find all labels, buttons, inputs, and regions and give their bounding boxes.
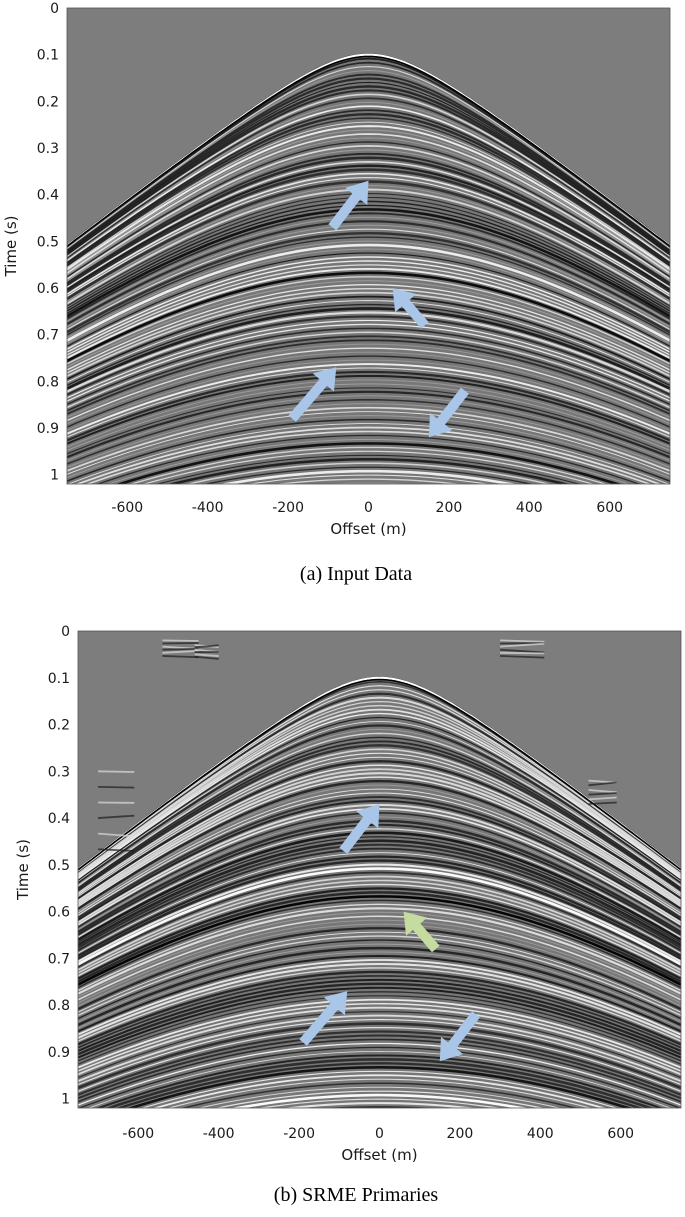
y-tick-label: 0.4 [48, 811, 70, 827]
artifact-streak [98, 771, 134, 772]
y-tick-label: 0.1 [48, 671, 70, 687]
y-tick-label: 0.3 [37, 141, 59, 157]
y-tick-label: 1 [61, 1092, 70, 1108]
seismic-image [67, 8, 670, 537]
artifact-streak [98, 787, 134, 788]
y-tick-label: 0.6 [48, 905, 70, 921]
x-tick-label: 200 [436, 500, 463, 516]
x-tick-label: 200 [447, 1126, 474, 1142]
x-tick-label: -200 [283, 1126, 315, 1142]
y-tick-label: 0.2 [37, 94, 59, 110]
panel-caption: (b) SRME Primaries [274, 1184, 439, 1206]
artifact-streak [162, 640, 198, 641]
y-tick-label: 0 [50, 1, 59, 17]
y-tick-label: 0.9 [37, 421, 59, 437]
panel-srme-primaries: -600 -400 -200 0 200 400 600 0 0.1 0.2 0.3 0.4 0.5 0.… [14, 624, 681, 1206]
artifact-streak [162, 643, 198, 644]
artifact-streak [500, 653, 544, 654]
y-tick-label: 0.5 [48, 858, 70, 874]
y-axis-title: Time (s) [14, 839, 32, 901]
y-tick-label: 0.9 [48, 1045, 70, 1061]
y-tick-label: 1 [50, 468, 59, 484]
y-tick-label: 0.5 [37, 234, 59, 250]
x-tick-label: 400 [516, 500, 543, 516]
y-tick-label: 0.6 [37, 281, 59, 297]
x-tick-label: -600 [111, 500, 143, 516]
y-tick-label: 0.2 [48, 718, 70, 734]
x-tick-label: 400 [527, 1126, 554, 1142]
panel-caption: (a) Input Data [300, 563, 412, 585]
x-tick-label: 0 [364, 500, 373, 516]
panel-input-data: -600 -400 -200 0 200 400 600 0 0.1 0.2 0.3 0.4 0.5 0.… [2, 1, 670, 585]
x-tick-label: -400 [203, 1126, 235, 1142]
x-tick-label: -200 [272, 500, 304, 516]
y-tick-label: 0.1 [37, 48, 59, 64]
y-axis-title: Time (s) [2, 216, 20, 278]
y-tick-label: 0.8 [48, 998, 70, 1014]
y-tick-label: 0.8 [37, 374, 59, 390]
y-tick-label: 0.3 [48, 764, 70, 780]
seismic-image [78, 631, 681, 1161]
y-tick-label: 0.4 [37, 188, 59, 204]
y-tick-label: 0.7 [37, 328, 59, 344]
x-tick-label: -600 [122, 1126, 154, 1142]
x-axis-title: Offset (m) [341, 1146, 417, 1164]
y-tick-label: 0.7 [48, 951, 70, 967]
x-tick-label: 600 [596, 500, 623, 516]
x-tick-label: 0 [375, 1126, 384, 1142]
y-tick-label: 0 [61, 624, 70, 640]
x-tick-label: 600 [607, 1126, 634, 1142]
x-tick-label: -400 [192, 500, 224, 516]
artifact-streak [162, 649, 198, 650]
x-axis-title: Offset (m) [330, 520, 406, 538]
